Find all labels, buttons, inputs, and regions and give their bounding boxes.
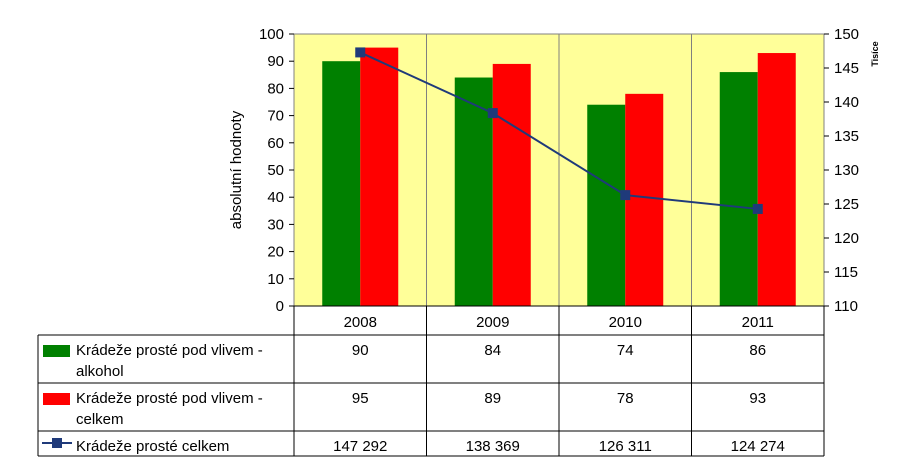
table-value: 90 xyxy=(352,342,369,359)
table-value: 95 xyxy=(352,390,369,407)
left-tick-label: 70 xyxy=(267,108,284,125)
right-tick-label: 120 xyxy=(834,230,859,247)
right-axis-ticks: 110 115 120 125 130 135 140 145 150 xyxy=(824,26,859,315)
legend-label: Krádeže prosté pod vlivem - xyxy=(76,390,263,407)
line-point xyxy=(355,47,366,58)
left-tick-label: 10 xyxy=(267,271,284,288)
legend-label: Krádeže prosté celkem xyxy=(76,438,229,455)
left-axis-ticks: 0 10 20 30 40 50 60 70 80 90 100 xyxy=(259,26,294,315)
right-tick-label: 110 xyxy=(834,298,858,315)
table-value: 74 xyxy=(617,342,634,359)
right-tick-label: 130 xyxy=(834,162,859,179)
left-tick-label: 30 xyxy=(267,216,284,233)
series-line xyxy=(359,51,758,210)
line-series xyxy=(355,47,763,214)
bar-celkem xyxy=(360,47,399,306)
legend-label: Krádeže prosté pod vlivem - xyxy=(76,342,263,359)
category-label: 2009 xyxy=(476,314,509,331)
category-label: 2011 xyxy=(742,314,774,331)
category-label: 2010 xyxy=(609,314,642,331)
right-tick-label: 150 xyxy=(834,26,859,43)
left-tick-label: 20 xyxy=(267,244,284,261)
left-tick-label: 80 xyxy=(267,80,284,97)
legend-label: alkohol xyxy=(76,363,124,380)
left-tick-label: 50 xyxy=(267,162,284,179)
left-tick-label: 40 xyxy=(267,189,284,206)
bar-alkohol xyxy=(454,77,493,307)
table-value: 126 311 xyxy=(599,438,652,455)
right-tick-label: 140 xyxy=(834,94,859,111)
left-tick-label: 90 xyxy=(267,53,284,70)
line-point xyxy=(487,108,498,119)
line-point xyxy=(620,190,631,201)
category-label: 2008 xyxy=(344,314,377,331)
bar-alkohol xyxy=(719,72,758,306)
legend-key-celkem xyxy=(43,393,70,405)
table-value: 138 369 xyxy=(466,438,520,455)
legend-label: celkem xyxy=(76,411,124,428)
legend-key-alkohol xyxy=(43,345,70,357)
gridlines xyxy=(426,34,692,306)
table-value: 93 xyxy=(749,390,766,407)
table-value: 78 xyxy=(617,390,634,407)
left-tick-label: 60 xyxy=(267,135,284,152)
y2-axis-label: Tisíce xyxy=(870,41,880,66)
right-tick-label: 115 xyxy=(834,264,858,281)
bar-celkem xyxy=(757,53,796,306)
right-tick-label: 145 xyxy=(834,60,859,77)
legend-key-marker xyxy=(52,438,62,448)
bar-celkem xyxy=(492,63,531,306)
bar-celkem xyxy=(625,93,664,306)
table-value: 124 274 xyxy=(731,438,785,455)
bar-alkohol xyxy=(322,61,361,307)
right-tick-label: 135 xyxy=(834,128,859,145)
table-value: 89 xyxy=(484,390,501,407)
table-value: 147 292 xyxy=(333,438,387,455)
left-tick-label: 0 xyxy=(276,298,284,315)
right-tick-label: 125 xyxy=(834,196,859,213)
data-table: 2008 2009 2010 2011 Krádeže prosté pod vlive… xyxy=(37,305,825,457)
table-value: 86 xyxy=(749,342,766,359)
left-tick-label: 100 xyxy=(259,26,284,43)
table-value: 84 xyxy=(484,342,501,359)
line-point xyxy=(752,203,763,214)
bars xyxy=(322,47,796,307)
y-axis-label: absolutní hodnoty xyxy=(228,110,245,229)
bar-alkohol xyxy=(587,104,626,306)
